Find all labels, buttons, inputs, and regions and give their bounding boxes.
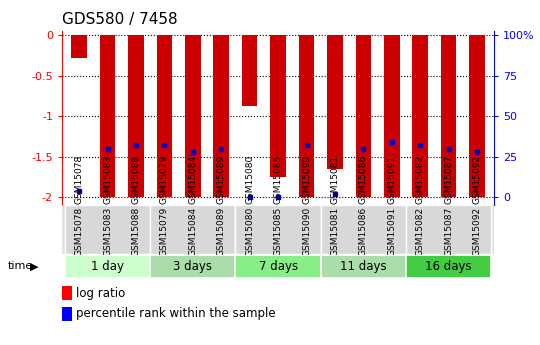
Bar bbox=[469, 35, 485, 197]
Text: GSM15087: GSM15087 bbox=[444, 207, 453, 256]
Text: GSM15091: GSM15091 bbox=[387, 207, 396, 256]
Bar bbox=[71, 35, 87, 58]
Bar bbox=[406, 255, 491, 278]
Text: GSM15082: GSM15082 bbox=[416, 207, 424, 256]
Text: log ratio: log ratio bbox=[76, 287, 125, 300]
Bar bbox=[213, 35, 229, 197]
Text: GSM15085: GSM15085 bbox=[274, 207, 282, 256]
Bar bbox=[157, 35, 172, 197]
Text: GSM15088: GSM15088 bbox=[132, 207, 140, 256]
Text: GSM15084: GSM15084 bbox=[188, 207, 197, 256]
Text: GSM15083: GSM15083 bbox=[103, 207, 112, 256]
Text: 16 days: 16 days bbox=[426, 260, 472, 273]
Text: ▶: ▶ bbox=[30, 262, 38, 271]
Bar bbox=[271, 35, 286, 177]
Bar bbox=[150, 205, 235, 254]
Text: percentile rank within the sample: percentile rank within the sample bbox=[76, 307, 275, 321]
Bar bbox=[65, 205, 150, 254]
Bar bbox=[235, 205, 321, 254]
Text: GSM15080: GSM15080 bbox=[245, 207, 254, 256]
Bar bbox=[321, 255, 406, 278]
Bar bbox=[384, 35, 400, 197]
Bar bbox=[413, 35, 428, 197]
Text: GSM15079: GSM15079 bbox=[160, 207, 169, 256]
Text: 1 day: 1 day bbox=[91, 260, 124, 273]
Bar bbox=[65, 255, 150, 278]
Bar bbox=[150, 255, 235, 278]
Text: GSM15090: GSM15090 bbox=[302, 207, 311, 256]
Text: GSM15086: GSM15086 bbox=[359, 207, 368, 256]
Bar bbox=[327, 35, 343, 169]
Text: GSM15081: GSM15081 bbox=[330, 207, 340, 256]
Text: 11 days: 11 days bbox=[340, 260, 387, 273]
Text: GSM15092: GSM15092 bbox=[472, 207, 482, 256]
Text: time: time bbox=[8, 262, 33, 271]
Text: 3 days: 3 days bbox=[173, 260, 212, 273]
Bar bbox=[185, 35, 201, 197]
Bar bbox=[299, 35, 314, 197]
Bar bbox=[242, 35, 258, 106]
Bar bbox=[100, 35, 116, 197]
Bar bbox=[406, 205, 491, 254]
Text: GDS580 / 7458: GDS580 / 7458 bbox=[62, 12, 178, 27]
Text: GSM15089: GSM15089 bbox=[217, 207, 226, 256]
Bar bbox=[441, 35, 456, 197]
Bar bbox=[355, 35, 371, 197]
Bar bbox=[128, 35, 144, 197]
Text: 7 days: 7 days bbox=[259, 260, 298, 273]
Text: GSM15078: GSM15078 bbox=[75, 207, 84, 256]
Bar bbox=[321, 205, 406, 254]
Bar bbox=[235, 255, 321, 278]
